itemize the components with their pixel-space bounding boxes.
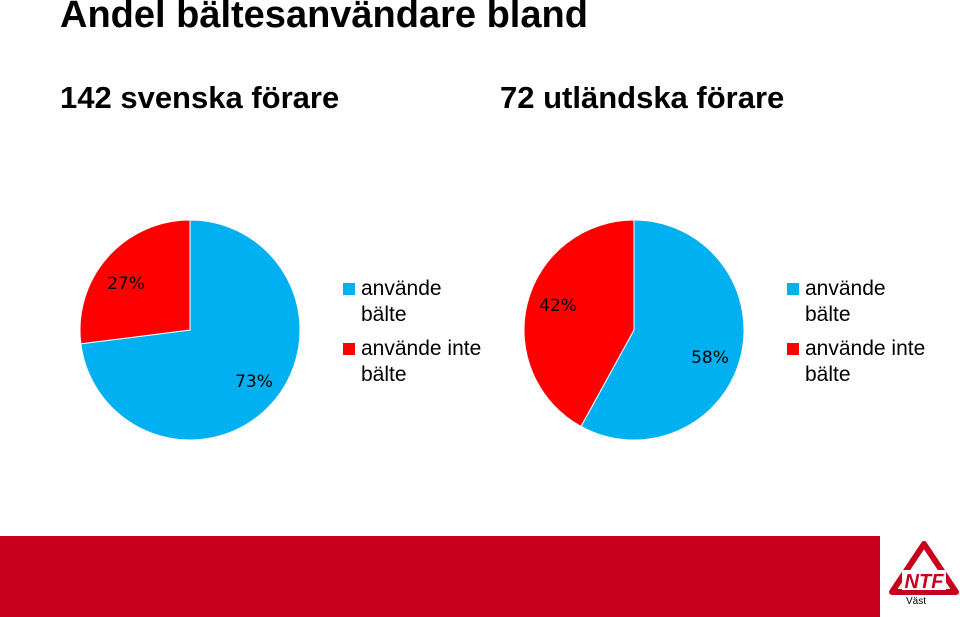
legend-swatch-blue — [343, 283, 355, 295]
legend-item-no-belt: använde inte bälte — [787, 336, 935, 388]
legend-label: använde bälte — [361, 277, 442, 326]
legend-item-no-belt: använde inte bälte — [343, 336, 491, 388]
pie-slice-no-belt — [79, 219, 191, 345]
data-label: 42% — [539, 296, 577, 316]
legend-label: använde inte bälte — [361, 337, 482, 386]
chart-title-swedish: 142 svenska förare — [60, 80, 340, 115]
chart-title-foreign: 72 utländska förare — [500, 80, 785, 115]
legend-label: använde inte bälte — [805, 337, 926, 386]
logo-subtext: Väst — [906, 596, 927, 607]
data-label: 27% — [107, 274, 145, 294]
page-title: Andel bältesanvändare bland — [60, 0, 588, 36]
legend-swatch-blue — [787, 283, 799, 295]
pie-slice-belt — [580, 219, 745, 441]
legend-label: använde bälte — [805, 277, 886, 326]
legend-swatch-red — [343, 343, 355, 355]
legend-swedish: använde bälte använde inte bälte — [343, 276, 491, 396]
pie-chart-swedish: 73% 27% — [79, 219, 301, 441]
footer-bar — [0, 536, 880, 617]
legend-item-belt: använde bälte — [787, 276, 935, 328]
pie-chart-foreign: 58% 42% — [523, 219, 745, 441]
legend-item-belt: använde bälte — [343, 276, 491, 328]
logo-text: NTF — [905, 571, 945, 593]
ntf-logo-icon: NTF — [889, 541, 959, 595]
legend-foreign: använde bälte använde inte bälte — [787, 276, 935, 396]
data-label: 73% — [235, 372, 273, 392]
pie-slice-no-belt — [523, 219, 635, 428]
legend-swatch-red — [787, 343, 799, 355]
data-label: 58% — [691, 348, 729, 368]
